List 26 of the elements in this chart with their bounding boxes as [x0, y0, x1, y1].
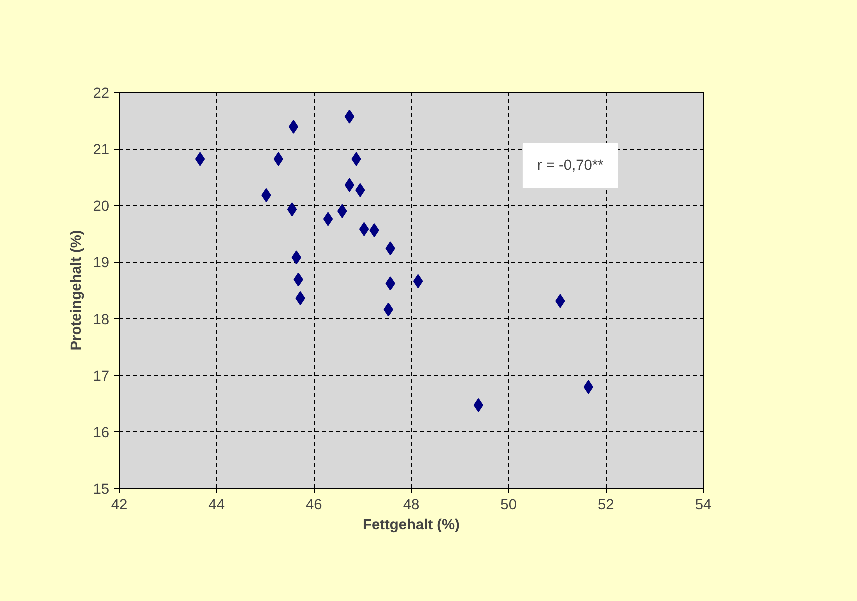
- y-tick-label: 20: [93, 199, 110, 216]
- x-tick-label: 52: [598, 498, 614, 514]
- y-tick-label: 15: [93, 482, 110, 498]
- x-tick-label: 54: [695, 498, 712, 514]
- point: [195, 152, 206, 166]
- annotation: r = -0,70**: [537, 158, 604, 174]
- x-axis-title: Fettgehalt (%): [363, 518, 460, 534]
- point: [323, 212, 334, 226]
- point: [413, 274, 424, 288]
- y-tick-label: 17: [93, 368, 110, 385]
- point: [359, 222, 370, 236]
- y-tick-label: 16: [93, 425, 110, 442]
- x-tick-label: 48: [403, 498, 420, 514]
- point: [288, 120, 299, 134]
- y-tick-label: 22: [93, 86, 110, 102]
- x-tick-label: 42: [111, 498, 128, 514]
- y-tick-label: 21: [93, 142, 110, 159]
- y-tick-label: 18: [93, 312, 110, 328]
- x-tick-label: 46: [306, 498, 322, 514]
- x-tick-label: 50: [500, 498, 517, 514]
- x-tick-label: 44: [208, 498, 225, 514]
- point: [287, 202, 298, 217]
- point: [344, 110, 355, 124]
- y-axis-title: Proteingehalt (%): [69, 230, 86, 351]
- point: [344, 178, 355, 192]
- y-tick-label: 19: [93, 256, 110, 272]
